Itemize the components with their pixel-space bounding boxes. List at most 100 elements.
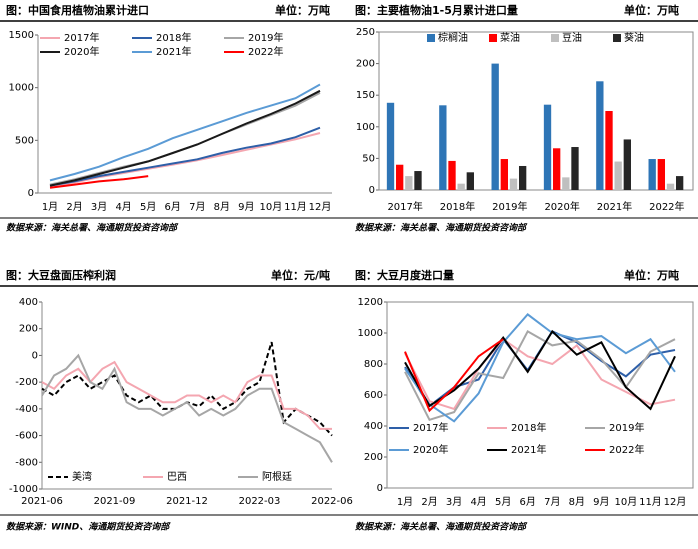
x-tick-label: 9月 xyxy=(238,201,254,213)
panel-title: 图：中国食用植物油累计进口 xyxy=(6,3,149,17)
x-tick-label: 10月 xyxy=(615,496,638,508)
bar xyxy=(518,165,527,190)
y-tick-label: -800 xyxy=(15,457,38,468)
legend-label: 2017年 xyxy=(413,421,448,434)
y-tick-label: 1000 xyxy=(9,83,34,94)
x-tick-label: 2019年 xyxy=(492,200,527,213)
plot-frame xyxy=(378,31,694,191)
series-line xyxy=(49,126,321,187)
bar xyxy=(666,183,675,190)
legend-label: 2019年 xyxy=(609,421,644,434)
bar xyxy=(386,102,395,190)
bar xyxy=(553,148,561,190)
x-tick-label: 6月 xyxy=(520,496,536,508)
y-tick-label: 200 xyxy=(364,452,383,463)
series-line xyxy=(41,353,333,463)
bar xyxy=(396,164,404,190)
x-tick-label: 3月 xyxy=(91,201,107,213)
legend-label: 棕榈油 xyxy=(438,31,468,44)
x-tick-label: 1月 xyxy=(42,201,58,213)
bar xyxy=(405,176,413,190)
bar xyxy=(571,147,579,190)
plot-frame xyxy=(386,301,694,489)
y-tick-label: -1000 xyxy=(9,484,38,495)
x-tick-label: 4月 xyxy=(115,201,131,213)
legend-label: 2022年 xyxy=(248,45,283,58)
x-tick-label: 8月 xyxy=(214,201,230,213)
x-tick-label: 2021-12 xyxy=(166,496,208,507)
bar xyxy=(543,104,552,190)
y-tick-label: 200 xyxy=(19,324,38,335)
legend-label: 巴西 xyxy=(167,471,187,483)
x-tick-label: 2021年 xyxy=(597,200,632,213)
panel-unit: 单位：万吨 xyxy=(624,3,679,17)
bar xyxy=(509,178,518,190)
series-line xyxy=(41,341,333,437)
bar xyxy=(605,111,613,190)
x-tick-label: 10月 xyxy=(260,201,283,213)
series-line xyxy=(404,313,676,423)
series-line xyxy=(404,329,676,411)
bar xyxy=(623,139,631,190)
series-line xyxy=(49,92,321,186)
bar xyxy=(614,161,622,190)
x-tick-label: 12月 xyxy=(664,496,687,508)
bar xyxy=(596,81,604,190)
bar xyxy=(675,176,684,190)
x-tick-label: 5月 xyxy=(140,201,156,213)
x-tick-label: 2022年 xyxy=(649,200,684,213)
bar xyxy=(491,63,499,190)
y-tick-label: 100 xyxy=(356,122,375,133)
x-tick-label: 12月 xyxy=(309,201,332,213)
legend-label: 2022年 xyxy=(609,443,644,456)
legend-label: 葵油 xyxy=(624,31,644,44)
x-tick-label: 9月 xyxy=(593,496,609,508)
series-line xyxy=(49,83,321,182)
legend-label: 阿根廷 xyxy=(262,470,292,483)
x-tick-label: 2020年 xyxy=(544,200,579,213)
x-tick-label: 4月 xyxy=(470,496,486,508)
panel-title: 图：大豆月度进口量 xyxy=(355,268,454,282)
series-line xyxy=(49,89,321,187)
y-tick-label: 1500 xyxy=(9,30,34,41)
source: 数据来源：海关总署、海通期货投资咨询部 xyxy=(355,522,528,533)
bar xyxy=(414,171,422,190)
y-tick-label: 400 xyxy=(364,421,383,432)
legend-label: 2018年 xyxy=(156,31,191,44)
legend-swatch xyxy=(613,34,621,42)
y-tick-label: -400 xyxy=(15,404,38,415)
x-tick-label: 2月 xyxy=(66,201,82,213)
x-tick-label: 2月 xyxy=(421,496,437,508)
panel-unit: 单位：元/吨 xyxy=(271,268,330,282)
panel-unit: 单位：万吨 xyxy=(275,3,330,17)
bar xyxy=(448,160,456,190)
y-tick-label: 200 xyxy=(356,59,375,70)
legend-label: 美湾 xyxy=(72,470,92,483)
series-line xyxy=(404,337,676,411)
y-tick-label: -200 xyxy=(15,377,38,388)
bar xyxy=(657,159,666,190)
x-tick-label: 11月 xyxy=(284,201,307,213)
legend-swatch xyxy=(551,34,559,42)
source: 数据来源：WIND、海通期货投资咨询部 xyxy=(6,522,171,533)
bar xyxy=(562,177,570,190)
bar xyxy=(439,105,447,190)
panel-title: 图：大豆盘面压榨利润 xyxy=(6,268,116,282)
x-tick-label: 3月 xyxy=(446,496,462,508)
bar xyxy=(457,183,465,190)
y-tick-label: 250 xyxy=(356,27,375,38)
legend-label: 2018年 xyxy=(511,421,546,434)
x-tick-label: 1月 xyxy=(397,496,413,508)
y-tick-label: 400 xyxy=(19,297,38,308)
x-tick-label: 5月 xyxy=(495,496,511,508)
y-tick-label: 1000 xyxy=(358,328,383,339)
legend-label: 菜油 xyxy=(500,31,520,44)
legend-label: 2020年 xyxy=(64,45,99,58)
y-tick-label: -600 xyxy=(15,431,38,442)
legend-label: 2019年 xyxy=(248,31,283,44)
x-tick-label: 2022-03 xyxy=(239,496,281,507)
y-tick-label: 500 xyxy=(15,135,34,146)
